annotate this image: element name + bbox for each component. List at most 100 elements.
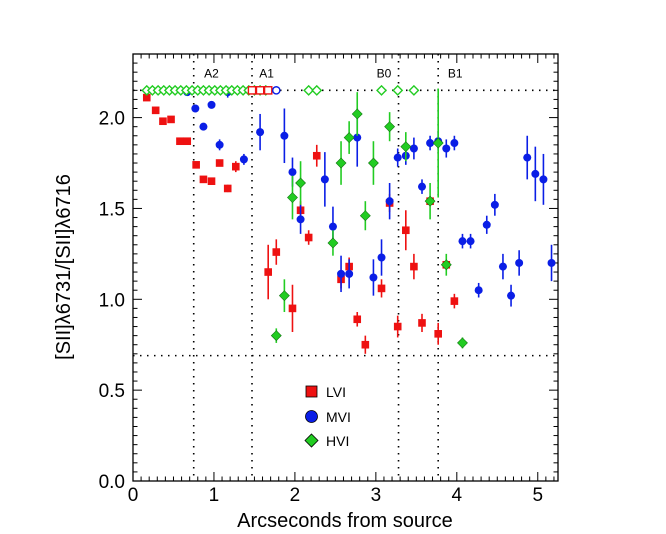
lvi-point-12: [264, 268, 272, 276]
mvi-point-29: [474, 286, 483, 295]
lvi-point-22: [377, 284, 386, 293]
labels: 0 1 2 3 4 5 0.0 0.5 1.0 1.5 2.0 A2 A1 B0 B1: [99, 67, 543, 506]
lvi-point-1: [151, 106, 160, 115]
mvi-point-32: [498, 262, 507, 271]
lvi-point-24: [393, 322, 402, 331]
mvi-point-19: [393, 153, 402, 162]
lvi-point-0: [142, 93, 151, 102]
x-tick-label: 1: [209, 485, 220, 506]
hvi-limits-point-22: [303, 84, 315, 96]
mvi-point-3: [207, 100, 216, 109]
legend: LVI MVI HVI: [304, 384, 351, 449]
hvi-point-15: [457, 337, 468, 349]
mvi-point-31: [490, 200, 499, 209]
mvi-point-14: [345, 269, 354, 278]
region-label-a2: A2: [204, 67, 219, 81]
mvi-point-12: [328, 222, 337, 231]
hvi-point-7: [351, 108, 363, 120]
mvi-point-21: [409, 144, 418, 153]
lvi-point-3: [167, 115, 175, 124]
hvi-point-14: [440, 259, 452, 271]
mvi-point-35: [523, 153, 532, 162]
legend-hvi-label: HVI: [326, 433, 349, 449]
lvi-point-20: [353, 315, 362, 324]
lvi-point-8: [207, 177, 216, 185]
mvi-point-1: [191, 104, 200, 113]
x-tick-label: 0: [128, 485, 139, 506]
legend-mvi-marker: [305, 410, 318, 423]
region-label-b0: B0: [377, 67, 392, 81]
hvi-point-0: [270, 330, 282, 342]
region-label-b1: B1: [448, 67, 463, 81]
region-label-a1: A1: [259, 67, 274, 81]
y-tick-label: 0.0: [99, 472, 125, 493]
hvi-point-3: [295, 177, 306, 189]
mvi-point-9: [288, 168, 297, 177]
mvi-point-10: [296, 215, 305, 224]
hvi-point-2: [287, 192, 298, 203]
lvi-point-2: [159, 117, 167, 126]
legend-lvi-label: LVI: [326, 384, 346, 400]
lvi-point-5: [183, 137, 192, 146]
y-tick-label: 1.5: [99, 199, 125, 220]
mvi-point-15: [353, 133, 362, 142]
mvi-point-28: [466, 237, 475, 246]
hvi-limits-point-25: [392, 84, 404, 96]
series-mvi-limits: [271, 86, 281, 95]
series-hvi: [270, 88, 468, 349]
mvi-point-30: [482, 220, 491, 229]
series-hvi-limits: [141, 84, 420, 96]
hvi-point-4: [327, 237, 339, 249]
hvi-point-13: [432, 137, 444, 149]
mvi-limits-point-0: [271, 86, 281, 95]
lvi-point-25: [402, 226, 410, 235]
mvi-point-34: [515, 258, 524, 267]
mvi-point-6: [239, 155, 248, 164]
lvi-point-13: [272, 248, 281, 256]
hvi-point-6: [343, 132, 355, 144]
x-tick-label: 4: [452, 485, 463, 506]
mvi-point-37: [539, 175, 548, 184]
hvi-limits-point-26: [408, 84, 420, 96]
x-tick-label: 5: [532, 485, 543, 506]
x-tick-label: 3: [371, 485, 382, 506]
mvi-point-38: [547, 258, 556, 267]
lvi-point-10: [223, 184, 232, 193]
lvi-point-17: [312, 151, 321, 160]
mvi-point-8: [280, 131, 289, 140]
mvi-point-33: [507, 291, 516, 300]
lvi-point-7: [199, 175, 208, 184]
x-tick-label: 2: [290, 485, 301, 506]
hvi-point-11: [400, 141, 412, 153]
mvi-point-22: [418, 182, 426, 191]
mvi-point-7: [256, 128, 265, 137]
mvi-point-27: [458, 237, 467, 246]
lvi-point-21: [361, 340, 370, 349]
series-lvi-limits: [247, 86, 273, 95]
mvi-point-36: [531, 169, 540, 178]
lvi-point-31: [450, 297, 459, 305]
mvi-point-25: [442, 144, 451, 153]
mvi-point-2: [199, 122, 208, 131]
lvi-limits-point-1: [255, 86, 265, 95]
mvi-point-18: [385, 197, 394, 206]
mvi-point-13: [337, 269, 346, 278]
mvi-point-16: [369, 273, 378, 282]
legend-lvi-marker: [305, 385, 318, 398]
lvi-point-29: [434, 330, 442, 338]
legend-mvi-label: MVI: [326, 409, 351, 425]
lvi-point-6: [192, 161, 200, 169]
hvi-point-5: [335, 157, 347, 169]
hvi-point-8: [359, 210, 371, 222]
mvi-point-11: [320, 175, 329, 184]
lvi-point-16: [304, 233, 313, 242]
lvi-point-9: [215, 159, 224, 167]
hvi-limits-point-24: [376, 84, 388, 96]
hvi-point-9: [368, 157, 379, 169]
lvi-point-26: [410, 262, 418, 271]
mvi-point-4: [215, 140, 224, 149]
lvi-point-4: [176, 137, 184, 146]
mvi-point-26: [450, 139, 459, 148]
lvi-limits-point-0: [247, 86, 257, 95]
